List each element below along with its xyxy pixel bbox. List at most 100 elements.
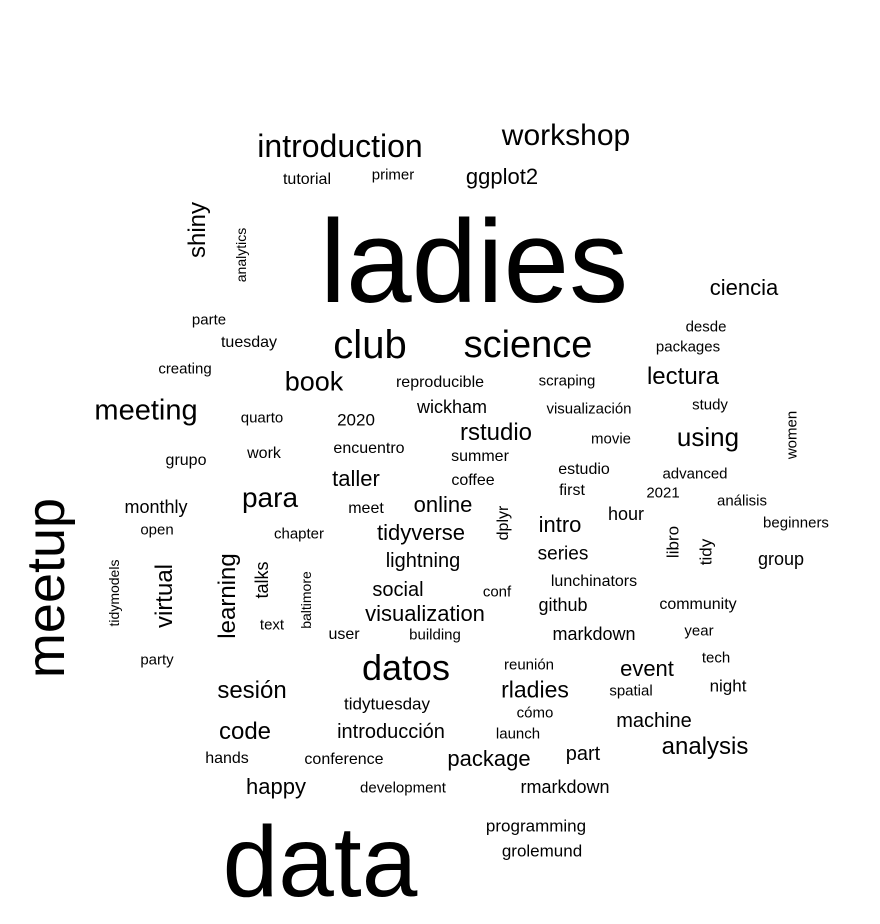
- word-45: programming: [485, 816, 587, 836]
- word-34: social: [372, 579, 424, 601]
- word-50: 2020: [337, 410, 375, 430]
- word-74: desde: [685, 318, 727, 336]
- word-60: user: [328, 626, 360, 643]
- word-57: dplyr: [495, 505, 512, 541]
- word-18: shiny: [184, 201, 211, 259]
- word-27: package: [447, 746, 531, 771]
- word-77: movie: [590, 430, 632, 448]
- word-33: part: [565, 743, 601, 765]
- word-43: hour: [607, 504, 645, 524]
- word-11: using: [676, 422, 740, 452]
- word-89: year: [684, 622, 714, 640]
- word-95: party: [140, 651, 174, 669]
- word-75: scraping: [538, 372, 596, 390]
- word-73: packages: [655, 338, 721, 356]
- word-99: analytics: [233, 227, 249, 283]
- word-84: chapter: [273, 525, 325, 543]
- word-44: talks: [252, 561, 272, 599]
- word-46: grolemund: [501, 841, 583, 861]
- word-91: reunión: [503, 656, 555, 674]
- word-64: hands: [205, 750, 249, 767]
- word-16: rstudio: [459, 419, 533, 446]
- word-65: conference: [304, 751, 384, 768]
- word-69: study: [692, 396, 728, 414]
- word-62: grupo: [165, 452, 207, 469]
- word-70: advanced: [662, 465, 728, 483]
- word-38: markdown: [552, 624, 636, 644]
- word-83: quarto: [240, 409, 284, 427]
- word-68: lunchinators: [550, 573, 638, 590]
- word-30: online: [413, 492, 473, 517]
- word-14: sesión: [217, 677, 287, 704]
- word-47: tidy: [696, 538, 716, 566]
- word-85: open: [140, 521, 174, 539]
- word-63: community: [659, 596, 737, 613]
- word-26: visualization: [365, 601, 485, 626]
- word-1: data: [222, 806, 418, 918]
- word-24: tidyverse: [376, 520, 466, 545]
- word-59: first: [559, 482, 585, 499]
- word-49: night: [709, 676, 747, 696]
- word-39: rmarkdown: [520, 777, 610, 797]
- word-53: reproducible: [395, 374, 485, 391]
- word-51: tidytuesday: [344, 694, 430, 714]
- word-9: para: [241, 482, 299, 513]
- word-55: tutorial: [282, 171, 332, 188]
- word-87: building: [409, 626, 461, 644]
- word-58: estudio: [558, 461, 610, 478]
- word-20: rladies: [501, 676, 569, 703]
- word-28: event: [620, 656, 674, 681]
- word-52: encuentro: [333, 440, 405, 457]
- word-54: tuesday: [220, 334, 278, 351]
- word-82: creating: [158, 360, 212, 378]
- word-42: group: [757, 549, 805, 569]
- word-21: ciencia: [709, 275, 779, 300]
- word-4: science: [463, 324, 593, 366]
- word-32: introducción: [337, 721, 445, 743]
- word-56: meet: [348, 500, 384, 517]
- word-3: club: [333, 323, 407, 367]
- word-23: taller: [332, 466, 380, 491]
- word-67: coffee: [451, 472, 495, 489]
- word-88: conf: [482, 583, 512, 601]
- word-61: work: [247, 445, 281, 462]
- word-72: primer: [371, 166, 415, 184]
- word-29: intro: [538, 512, 582, 537]
- word-98: baltimore: [298, 571, 314, 629]
- word-78: análisis: [716, 492, 768, 510]
- word-0: ladies: [319, 196, 629, 328]
- word-80: women: [783, 410, 801, 460]
- word-79: 2021: [646, 484, 680, 502]
- word-31: machine: [616, 710, 692, 732]
- word-71: parte: [191, 311, 227, 329]
- word-92: spatial: [609, 682, 653, 700]
- word-12: code: [218, 718, 272, 745]
- word-15: lectura: [646, 363, 720, 390]
- word-86: text: [259, 616, 285, 634]
- word-36: series: [537, 543, 589, 565]
- word-76: visualización: [546, 400, 632, 418]
- word-17: learning: [214, 553, 241, 639]
- word-40: monthly: [124, 497, 188, 517]
- word-7: workshop: [501, 119, 631, 152]
- word-8: meeting: [94, 394, 198, 427]
- word-48: libro: [663, 525, 683, 559]
- word-66: summer: [451, 448, 509, 465]
- word-19: virtual: [151, 563, 178, 629]
- word-35: lightning: [385, 550, 461, 572]
- word-2: meetup: [16, 497, 76, 679]
- word-94: launch: [495, 725, 541, 743]
- word-13: analysis: [661, 733, 749, 760]
- word-5: datos: [361, 647, 451, 688]
- word-22: ggplot2: [465, 164, 539, 189]
- word-90: tech: [701, 649, 731, 667]
- word-37: github: [538, 595, 588, 615]
- word-6: introduction: [257, 128, 423, 164]
- word-96: development: [360, 779, 446, 797]
- word-93: cómo: [516, 704, 554, 722]
- word-10: book: [284, 366, 344, 397]
- word-97: tidymodels: [106, 559, 122, 627]
- word-25: happy: [246, 774, 306, 799]
- word-81: beginners: [763, 514, 829, 532]
